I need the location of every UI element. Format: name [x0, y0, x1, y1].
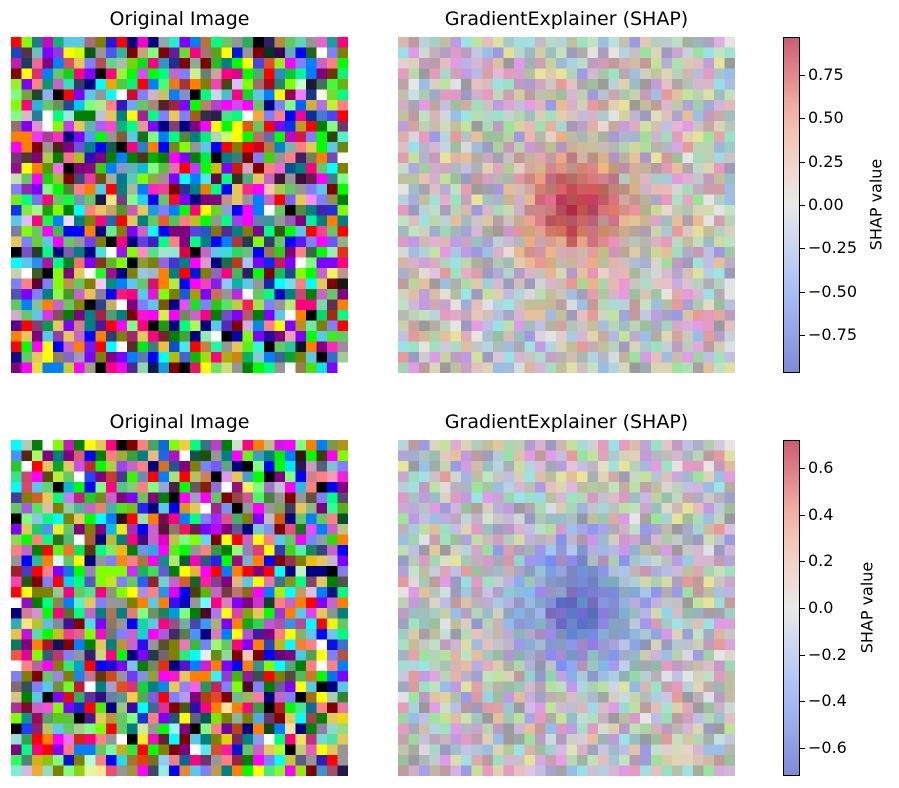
- colorbar-1-tick: [799, 162, 805, 163]
- colorbar-1-tick: [799, 75, 805, 76]
- colorbar-2-tick: [799, 561, 805, 562]
- shap-title-1: GradientExplainer (SHAP): [444, 8, 689, 30]
- colorbar-2-tick: [799, 515, 805, 516]
- colorbar-1-tick: [799, 248, 805, 249]
- colorbar-2-tick-label: −0.4: [808, 691, 847, 710]
- colorbar-1-tick: [799, 205, 805, 206]
- shap-image-1: [398, 37, 735, 373]
- colorbar-2-tick: [799, 468, 805, 469]
- colorbar-1-tick: [799, 292, 805, 293]
- colorbar-1-tick-label: 0.50: [808, 108, 844, 127]
- colorbar-1-tick: [799, 118, 805, 119]
- colorbar-2: [783, 440, 800, 776]
- colorbar-2-tick-label: 0.4: [808, 505, 834, 524]
- original-image-1: [11, 37, 348, 373]
- colorbar-2-tick-label: 0.6: [808, 458, 834, 477]
- colorbar-1-tick-label: 0.00: [808, 195, 844, 214]
- colorbar-1-tick-label: 0.75: [808, 65, 844, 84]
- colorbar-2-tick: [799, 748, 805, 749]
- colorbar-label-1: SHAP value: [866, 158, 886, 251]
- colorbar-2-tick: [799, 655, 805, 656]
- colorbar-2-tick-label: 0.0: [808, 598, 834, 617]
- colorbar-1-tick-label: −0.50: [808, 282, 858, 301]
- colorbar-1-tick-label: −0.25: [808, 238, 858, 257]
- original-image-2: [11, 440, 348, 776]
- colorbar-2-tick: [799, 608, 805, 609]
- colorbar-2-tick-label: −0.2: [808, 645, 847, 664]
- shap-image-2: [398, 440, 735, 776]
- colorbar-1-tick: [799, 335, 805, 336]
- colorbar-2-tick: [799, 701, 805, 702]
- colorbar-2-tick-label: −0.6: [808, 738, 847, 757]
- colorbar-label-2: SHAP value: [857, 561, 877, 654]
- original-image-title-2: Original Image: [109, 411, 250, 433]
- original-image-title-1: Original Image: [109, 8, 250, 30]
- colorbar-2-tick-label: 0.2: [808, 551, 834, 570]
- colorbar-1: [783, 37, 800, 373]
- shap-title-2: GradientExplainer (SHAP): [444, 411, 689, 433]
- colorbar-1-tick-label: 0.25: [808, 152, 844, 171]
- colorbar-1-tick-label: −0.75: [808, 325, 858, 344]
